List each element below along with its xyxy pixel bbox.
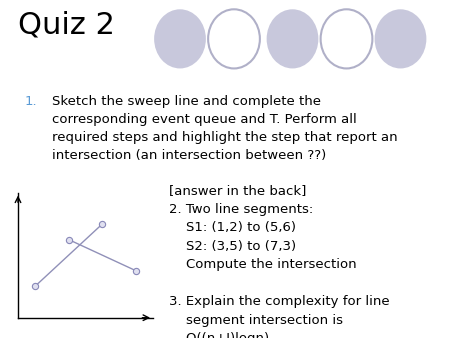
Text: Quiz 2: Quiz 2 — [18, 10, 115, 39]
Text: Sketch the sweep line and complete the
corresponding event queue and T. Perform : Sketch the sweep line and complete the c… — [52, 95, 397, 162]
Ellipse shape — [266, 9, 319, 68]
Ellipse shape — [208, 9, 260, 68]
Text: [answer in the back]
2. Two line segments:
    S1: (1,2) to (5,6)
    S2: (3,5) : [answer in the back] 2. Two line segment… — [169, 184, 389, 338]
Text: 1.: 1. — [25, 95, 37, 107]
Ellipse shape — [154, 9, 206, 68]
Ellipse shape — [374, 9, 427, 68]
Ellipse shape — [320, 9, 373, 68]
